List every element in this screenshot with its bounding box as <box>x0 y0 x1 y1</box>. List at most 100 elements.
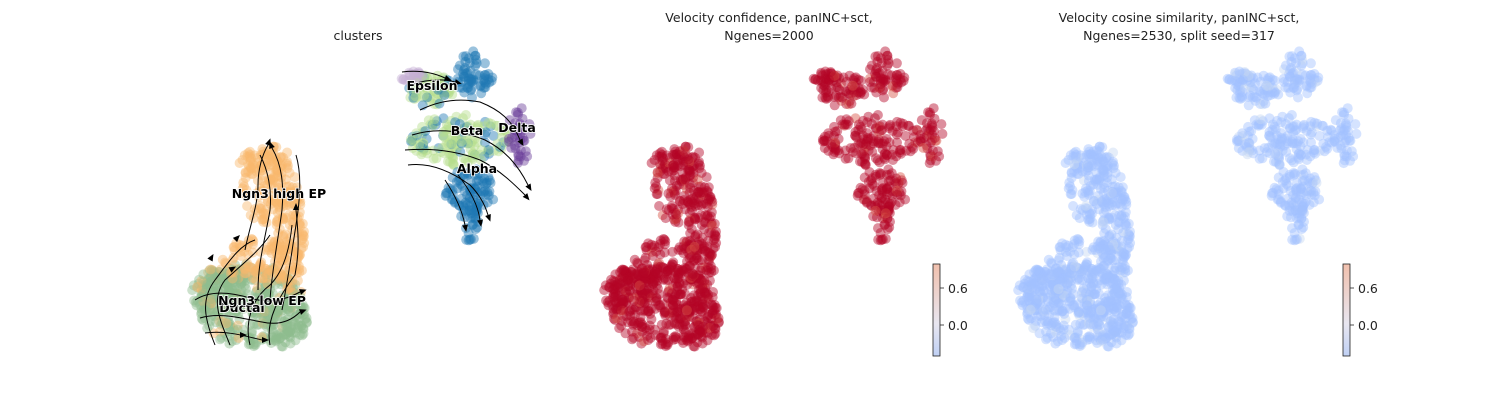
cell-point <box>233 274 244 285</box>
cell-point <box>1291 193 1302 203</box>
cell-point <box>202 279 213 290</box>
cell-point <box>242 270 253 281</box>
cell-point <box>208 328 219 339</box>
cell-point <box>216 332 227 343</box>
cell-point <box>654 201 665 211</box>
cell-point <box>639 284 650 295</box>
cell-point <box>272 307 283 318</box>
cluster-label-delta: Delta <box>498 120 536 135</box>
cell-point <box>286 324 297 335</box>
cell-point <box>251 337 262 348</box>
cell-point <box>261 270 271 281</box>
cell-point <box>892 127 903 138</box>
cell-point <box>255 307 266 318</box>
cell-point <box>677 199 688 210</box>
cell-point <box>215 326 225 337</box>
cell-point <box>259 209 270 220</box>
cell-point <box>480 82 491 93</box>
cell-point <box>884 121 895 132</box>
cell-point <box>696 167 707 178</box>
cell-point <box>261 303 272 314</box>
cell-point <box>288 300 299 311</box>
cell-point <box>1085 312 1096 323</box>
cell-point <box>647 251 658 261</box>
cell-point <box>274 333 285 344</box>
cell-point <box>1074 213 1085 224</box>
cell-point <box>918 132 929 143</box>
cell-point <box>1038 285 1049 296</box>
colorbar-tick-label: 0.6 <box>948 281 968 296</box>
cell-point <box>1302 145 1313 155</box>
cell-point <box>1108 327 1119 338</box>
cell-point <box>296 321 307 331</box>
cell-point <box>271 333 282 343</box>
cell-point <box>1059 333 1070 343</box>
cell-point <box>266 330 277 341</box>
cell-point <box>457 82 468 93</box>
cell-point <box>651 280 662 291</box>
cell-point <box>1106 337 1117 348</box>
cell-point <box>921 118 932 129</box>
cell-point <box>223 312 234 323</box>
cell-point <box>216 276 227 287</box>
cluster-label-beta: Beta <box>451 123 483 138</box>
cell-point <box>1294 75 1305 86</box>
cell-point <box>252 308 263 318</box>
cell-point <box>1077 293 1088 304</box>
cell-point <box>667 259 678 270</box>
cell-point <box>243 302 254 313</box>
cell-point <box>202 323 213 334</box>
cell-point <box>1276 117 1287 128</box>
cell-point <box>627 334 638 345</box>
cell-point <box>237 276 248 287</box>
cell-point <box>1116 335 1127 346</box>
cell-point <box>873 223 883 234</box>
cell-point <box>290 311 301 322</box>
cell-point <box>296 265 307 276</box>
cell-point <box>694 284 704 295</box>
cell-point <box>877 193 888 203</box>
cell-point <box>617 294 628 305</box>
cell-point <box>291 289 302 300</box>
cell-point <box>277 241 288 252</box>
cell-point <box>288 283 299 293</box>
cell-point <box>242 201 253 211</box>
cell-point <box>251 286 262 297</box>
cell-point <box>659 234 670 245</box>
cell-point <box>270 151 281 162</box>
cell-point <box>1087 244 1098 255</box>
cell-point <box>244 319 255 330</box>
cell-point <box>895 117 906 128</box>
cell-point <box>604 282 615 292</box>
cell-point <box>816 75 826 86</box>
cell-point <box>246 299 257 310</box>
cell-point <box>284 306 295 317</box>
cell-point <box>222 271 233 282</box>
cell-point <box>268 264 279 275</box>
cell-point <box>454 60 465 71</box>
cluster-label-epsilon: Epsilon <box>407 78 458 93</box>
cell-point <box>854 187 864 198</box>
cell-point <box>225 326 236 337</box>
panel-velocity-confidence: Velocity confidence, panINC+sct, Ngenes=… <box>599 10 968 357</box>
cell-point <box>666 166 677 177</box>
cell-point <box>1107 158 1118 169</box>
cell-point <box>1047 318 1058 329</box>
cell-point <box>230 306 241 317</box>
cell-point <box>1309 117 1320 128</box>
colorbar-tick-label: 0.0 <box>948 318 968 333</box>
cell-point <box>637 267 648 278</box>
cell-point <box>443 138 454 149</box>
cell-point <box>1083 273 1094 283</box>
cell-point <box>458 51 469 62</box>
cell-point <box>228 323 239 333</box>
cell-point <box>264 303 275 314</box>
cluster-label-ngn3-high-ep: Ngn3 high EP <box>232 186 326 201</box>
cell-point <box>225 292 236 303</box>
cell-point <box>1103 241 1114 252</box>
cell-point <box>277 271 288 282</box>
cell-point <box>276 312 286 323</box>
cell-point <box>692 337 703 348</box>
cell-point <box>1099 166 1109 177</box>
cell-point <box>519 155 529 166</box>
